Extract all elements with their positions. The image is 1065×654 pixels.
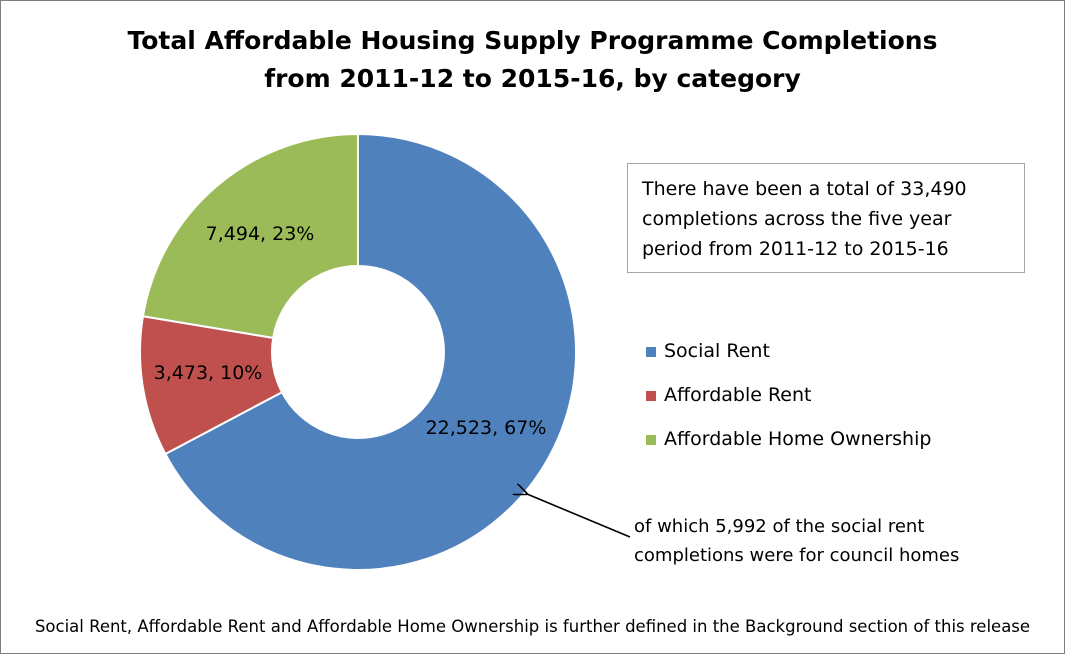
legend-label-affordable-home-ownership: Affordable Home Ownership (664, 428, 932, 450)
total-box-line-1: There have been a total of 33,490 (642, 178, 967, 200)
total-completions-box: There have been a total of 33,490 comple… (627, 163, 1025, 273)
legend-swatch-affordable-rent (646, 391, 656, 401)
slice-affordable-home-ownership (141, 132, 359, 340)
slice-label-social-rent: 22,523, 67% (426, 417, 547, 439)
slice-label-affordable-rent: 3,473, 10% (154, 362, 263, 384)
council-homes-note: of which 5,992 of the social rent comple… (634, 512, 994, 570)
note-line-1: of which 5,992 of the social rent (634, 516, 925, 537)
chart-title-line-1: Total Affordable Housing Supply Programm… (127, 26, 938, 55)
legend-swatch-social-rent (646, 347, 656, 357)
total-box-line-2: completions across the five year (642, 208, 952, 230)
legend-label-affordable-rent: Affordable Rent (664, 384, 812, 406)
annotation-arrow (527, 494, 631, 538)
note-line-2: completions were for council homes (634, 545, 960, 566)
footer-note: Social Rent, Affordable Rent and Afforda… (34, 617, 1031, 636)
slice-social-rent (163, 132, 577, 571)
chart-title-line-2: from 2011-12 to 2015-16, by category (264, 64, 801, 93)
legend-swatch-affordable-home-ownership (646, 435, 656, 445)
slice-label-affordable-home-ownership: 7,494, 23% (206, 223, 315, 245)
legend-label-social-rent: Social Rent (664, 340, 770, 362)
total-box-line-3: period from 2011-12 to 2015-16 (642, 238, 949, 260)
